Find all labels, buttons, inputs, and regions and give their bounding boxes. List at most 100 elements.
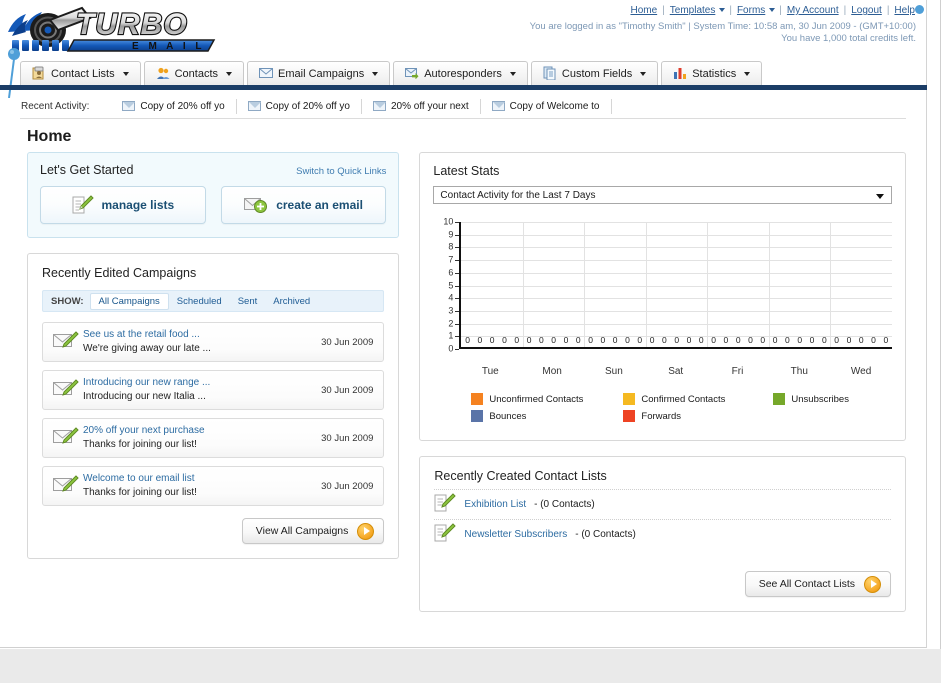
chart-data-label: 0 <box>748 335 753 345</box>
filter-sent[interactable]: Sent <box>237 295 258 307</box>
chart-y-tick-label: 7 <box>448 254 454 265</box>
contact-list-name: Exhibition List <box>464 499 527 510</box>
create-an-email-button[interactable]: create an email <box>220 186 387 224</box>
chart-gridline <box>461 323 892 325</box>
header-status-dot <box>915 5 924 14</box>
header-link-logout[interactable]: Logout <box>851 5 882 16</box>
legend-label: Confirmed Contacts <box>641 393 726 405</box>
nav-tab-custom-fields[interactable]: Custom Fields <box>530 61 659 86</box>
chart-gridline <box>461 310 892 312</box>
header-link-home[interactable]: Home <box>630 5 658 16</box>
chart-data-label: 0 <box>760 335 766 345</box>
campaign-row[interactable]: Welcome to our email list Thanks for joi… <box>42 466 385 506</box>
envelope-pencil-icon <box>53 426 83 451</box>
campaign-date: 30 Jun 2009 <box>321 432 374 444</box>
contact-list-icon <box>32 66 46 83</box>
recent-activity-item[interactable]: 20% off your next <box>362 98 481 114</box>
contact-list-row[interactable]: Newsletter Subscribers - (0 Contacts) <box>434 519 891 549</box>
page-header: TURBO E M A I L Home | Templates | Forms | My … <box>0 0 926 60</box>
legend-swatch <box>471 393 484 405</box>
filter-archived[interactable]: Archived <box>273 295 311 307</box>
see-all-contact-lists-label: See All Contact Lists <box>758 578 855 590</box>
chart-data-label: 0 <box>563 335 569 345</box>
filter-all-campaigns[interactable]: All Campaigns <box>89 292 169 310</box>
latest-stats-panel: Latest Stats Contact Activity for the La… <box>419 152 906 441</box>
see-all-contact-lists-button[interactable]: See All Contact Lists <box>744 571 891 597</box>
legend-item: Bounces <box>471 410 623 422</box>
chart-data-label: 0 <box>858 335 864 345</box>
header-link-forms[interactable]: Forms <box>736 5 766 16</box>
filter-scheduled[interactable]: Scheduled <box>176 295 222 307</box>
campaign-subtitle: Thanks for joining our list! <box>83 439 197 450</box>
recent-activity-item[interactable]: Copy of Welcome to <box>481 98 612 114</box>
chart-y-tick-mark <box>455 260 460 262</box>
campaign-row[interactable]: 20% off your next purchase Thanks for jo… <box>42 418 385 458</box>
nav-tab-contacts[interactable]: Contacts <box>143 61 245 86</box>
legend-swatch <box>623 410 636 422</box>
content-columns: Let's Get Started Switch to Quick Links <box>0 152 926 612</box>
campaign-date: 30 Jun 2009 <box>321 336 374 348</box>
chart-data-label: 0 <box>711 335 716 345</box>
main-navigation: Contact Lists Contacts <box>0 60 927 90</box>
recent-activity-item[interactable]: Copy of 20% off yo <box>111 98 237 114</box>
campaign-date: 30 Jun 2009 <box>321 384 374 396</box>
divider <box>20 118 906 119</box>
recent-activity-item[interactable]: Copy of 20% off yo <box>237 98 362 114</box>
legend-label: Forwards <box>641 410 681 422</box>
nav-tab-autoresponders[interactable]: Autoresponders <box>393 61 528 86</box>
chart-y-tick-label: 5 <box>448 280 454 290</box>
manage-lists-button[interactable]: manage lists <box>40 186 206 224</box>
stats-range-value: Contact Activity for the Last 7 Days <box>440 189 596 201</box>
nav-tab-label: Statistics <box>692 68 737 80</box>
chart-data-label: 0 <box>588 335 593 345</box>
campaign-title: Introducing our new range ... <box>83 377 211 388</box>
campaign-filter-bar: SHOW: All Campaigns Scheduled Sent Archi… <box>42 290 385 312</box>
legend-swatch <box>773 393 786 405</box>
nav-tab-email-campaigns[interactable]: Email Campaigns <box>247 61 391 86</box>
chart-gridline <box>461 222 892 223</box>
envelope-pencil-icon <box>53 330 83 355</box>
nav-tab-label: Autoresponders <box>424 68 502 80</box>
header-link-my-account[interactable]: My Account <box>786 5 839 16</box>
credits-status: You have 1,000 total credits left. <box>781 33 916 44</box>
chart-data-label: 0 <box>575 335 581 345</box>
header-link-templates[interactable]: Templates <box>669 5 716 16</box>
chart-vertical-gridline <box>584 222 586 347</box>
arrow-right-icon <box>357 522 375 540</box>
nav-tab-contact-lists[interactable]: Contact Lists <box>20 61 141 86</box>
chart-y-tick-label: 1 <box>448 330 454 341</box>
header-link-help[interactable]: Help <box>894 5 915 16</box>
campaign-row[interactable]: See us at the retail food ... We're givi… <box>42 322 385 362</box>
switch-to-quick-links-link[interactable]: Switch to Quick Links <box>296 166 387 177</box>
chart-y-tick-label: 8 <box>448 241 454 252</box>
latest-stats-title: Latest Stats <box>433 164 500 178</box>
campaign-title: 20% off your next purchase <box>83 425 205 436</box>
envelope-icon <box>247 101 261 111</box>
arrow-right-icon <box>864 575 881 593</box>
envelope-icon <box>491 101 505 111</box>
envelope-icon <box>259 67 274 82</box>
chart-data-label: 0 <box>686 335 692 345</box>
view-all-campaigns-button[interactable]: View All Campaigns <box>241 518 385 544</box>
link-separator: | <box>729 5 732 16</box>
stats-range-select[interactable]: Contact Activity for the Last 7 Days <box>433 186 892 204</box>
nav-tab-statistics[interactable]: Statistics <box>661 61 763 86</box>
lets-get-started-panel: Let's Get Started Switch to Quick Links <box>27 152 400 238</box>
envelope-pencil-icon <box>53 378 83 403</box>
chart-x-tick-label: Mon <box>542 366 562 377</box>
contact-list-row[interactable]: Exhibition List - (0 Contacts) <box>434 489 891 519</box>
chart-data-label: 0 <box>649 335 655 345</box>
chart-y-tick-label: 3 <box>448 305 454 316</box>
turbo-email-logo[interactable]: TURBO E M A I L <box>4 2 226 56</box>
chart-gridline <box>461 285 892 287</box>
nav-tab-label: Contacts <box>174 68 219 80</box>
chart-x-tick-label: Sat <box>668 366 684 377</box>
campaign-row[interactable]: Introducing our new range ... Introducin… <box>42 370 385 410</box>
link-separator: | <box>779 5 782 16</box>
